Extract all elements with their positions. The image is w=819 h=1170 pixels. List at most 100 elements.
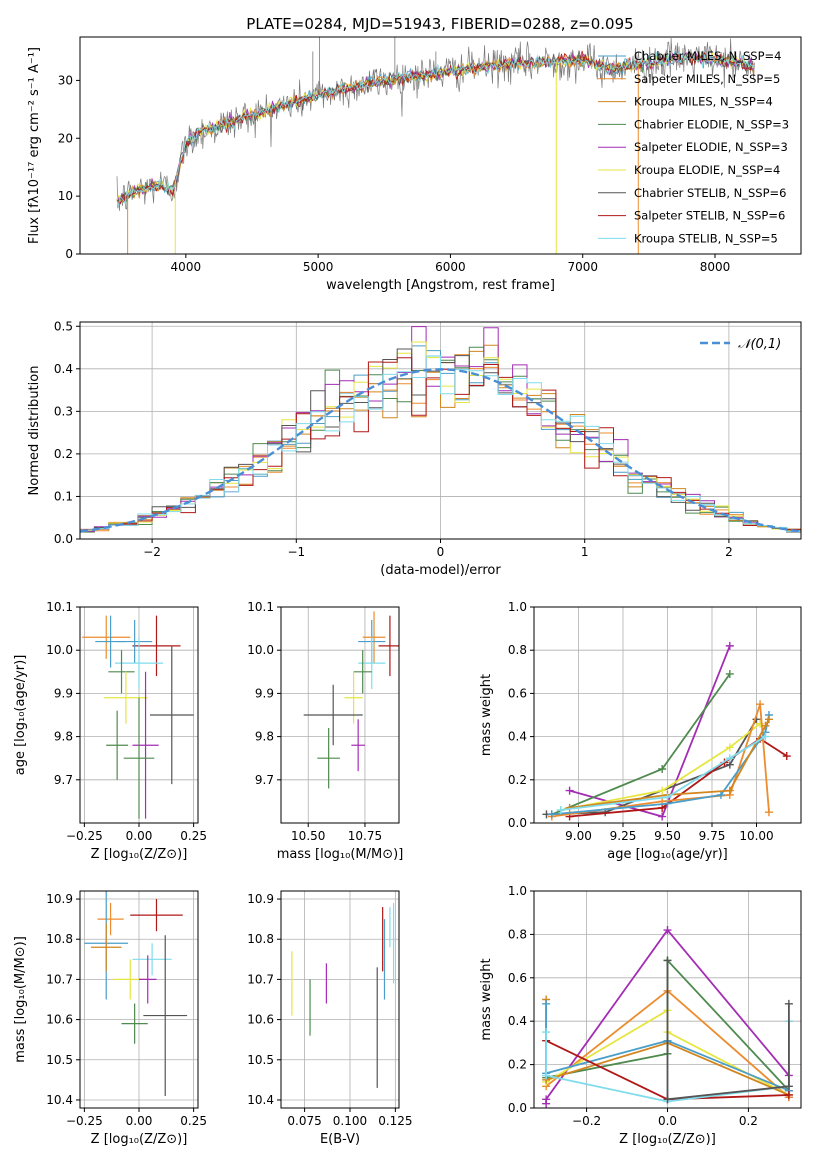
spectrum-panel: 4000 5000 6000 7000 8000 0 10 20 30 wavelength [A… xyxy=(27,36,802,293)
weight-marker xyxy=(542,1071,551,1080)
weight-marker xyxy=(663,956,672,965)
weight-marker xyxy=(761,721,770,730)
y-tick-label: 0.1 xyxy=(54,489,73,503)
x-tick-label: −0.25 xyxy=(66,829,103,843)
weight-marker xyxy=(663,793,672,802)
x-tick-label: 8000 xyxy=(700,260,731,274)
weight-marker xyxy=(658,765,667,773)
y-tick-label: 0.4 xyxy=(54,362,73,376)
x-axis-label: wavelength [Angstrom, rest frame] xyxy=(326,278,555,293)
y-tick-label: 10.0 xyxy=(46,643,73,657)
plot-area xyxy=(542,641,791,821)
plot-area xyxy=(84,891,188,1096)
spectrum-legend: Chabrier MILES, N_SSP=4 Salpeter MILES, N… xyxy=(598,49,789,245)
x-axis-label: Z [log₁₀(Z/Z⊙)] xyxy=(619,1132,716,1147)
y-tick-label: 10.4 xyxy=(247,1093,274,1107)
axes-frame xyxy=(280,606,400,824)
weight-marker xyxy=(725,743,734,752)
grid xyxy=(80,891,198,1108)
legend-label: Salpeter MILES, N_SSP=5 xyxy=(634,72,780,86)
x-tick-label: 5000 xyxy=(303,260,334,274)
y-tick-label: 10.1 xyxy=(247,600,274,614)
x-tick-label: 9.25 xyxy=(610,829,637,843)
x-tick-label: 4000 xyxy=(171,260,202,274)
x-tick-label: 0.00 xyxy=(126,1114,153,1128)
x-tick-label: 0.25 xyxy=(180,1114,207,1128)
x-tick-label: 9.75 xyxy=(699,829,726,843)
weight-marker xyxy=(756,700,765,709)
y-tick-label: 0.8 xyxy=(508,643,527,657)
y-tick-label: 0 xyxy=(65,247,73,261)
y-axis-label: Normed distribution xyxy=(27,366,42,496)
y-tick-label: 10 xyxy=(58,189,73,203)
weight-marker xyxy=(565,786,574,795)
x-tick-label: 0 xyxy=(437,545,445,559)
mass-vs-ebv-panel: 0.075 0.100 0.125 10.4 10.5 10.6 10.7 10.8 10.9 E… xyxy=(247,890,413,1147)
x-tick-label: −0.2 xyxy=(572,1114,601,1128)
x-tick-label: 10.00 xyxy=(739,829,773,843)
residual-histogram xyxy=(80,355,801,532)
y-axis-label: age [log₁₀(age/yr)] xyxy=(13,655,28,776)
legend-label: 𝒩(0,1) xyxy=(738,337,781,352)
weight-vs-age-panel: 9.00 9.25 9.50 9.75 10.00 0.0 0.2 0.4 0.6 0.8 1.0 a… xyxy=(479,600,802,862)
residuals-panel: −2 −1 0 1 2 0.0 0.1 0.2 0.3 0.4 0.5 (data-model)/er… xyxy=(27,319,802,578)
x-tick-label: 10.75 xyxy=(348,829,382,843)
y-axis-label: mass [log₁₀(M/M⊙)] xyxy=(13,936,28,1063)
y-tick-label: 0.6 xyxy=(508,686,527,700)
x-tick-label: 0.2 xyxy=(739,1114,758,1128)
weight-marker xyxy=(756,719,765,728)
weight-marker xyxy=(725,786,734,795)
y-tick-label: 10.7 xyxy=(46,972,73,986)
x-tick-label: 0.125 xyxy=(378,1114,412,1128)
y-tick-label: 10.5 xyxy=(46,1053,73,1067)
y-tick-label: 10.7 xyxy=(247,972,274,986)
x-tick-label: 10.50 xyxy=(291,829,325,843)
legend-label: Chabrier ELODIE, N_SSP=3 xyxy=(634,117,789,131)
weight-marker xyxy=(761,732,770,741)
weight-marker xyxy=(784,1082,793,1091)
x-axis-label: (data-model)/error xyxy=(380,563,501,578)
weight-marker xyxy=(658,812,667,821)
y-tick-label: 1.0 xyxy=(508,600,527,614)
weight-marker xyxy=(784,1090,793,1099)
y-tick-label: 0.3 xyxy=(54,404,73,418)
weight-line xyxy=(551,703,770,818)
y-axis-label: mass weight xyxy=(479,958,494,1040)
x-tick-label: 9.00 xyxy=(565,829,592,843)
y-tick-label: 0.0 xyxy=(54,532,73,546)
y-tick-label: 10.8 xyxy=(46,932,73,946)
weight-marker xyxy=(764,715,773,724)
x-tick-label: 0.100 xyxy=(333,1114,367,1128)
y-tick-label: 10.0 xyxy=(247,643,274,657)
y-tick-label: 30 xyxy=(58,73,73,87)
x-axis-label: Z [log₁₀(Z/Z⊙)] xyxy=(91,847,188,862)
plot-area xyxy=(80,326,801,533)
y-tick-label: 10.4 xyxy=(46,1093,73,1107)
weight-marker xyxy=(716,790,725,799)
x-tick-label: 0.25 xyxy=(180,829,207,843)
y-tick-label: 0.2 xyxy=(508,1058,527,1072)
weight-marker xyxy=(542,1028,551,1037)
y-tick-label: 1.0 xyxy=(508,884,527,898)
model-spectrum-line xyxy=(116,54,636,206)
y-tick-label: 0.8 xyxy=(508,927,527,941)
y-tick-label: 10.6 xyxy=(247,1013,274,1027)
weight-marker xyxy=(764,808,773,817)
legend-label: Salpeter ELODIE, N_SSP=3 xyxy=(634,140,788,154)
weight-marker xyxy=(725,669,734,678)
y-tick-label: 9.9 xyxy=(255,686,274,700)
x-tick-label: −0.25 xyxy=(66,1114,103,1128)
x-axis-label: mass [log₁₀(M/M⊙)] xyxy=(277,847,404,862)
mass-vs-metallicity-panel: −0.25 0.00 0.25 10.4 10.5 10.6 10.7 10.8 10.9 Z [… xyxy=(13,890,207,1147)
legend-label: Kroupa MILES, N_SSP=4 xyxy=(634,95,773,109)
legend-label: Chabrier STELIB, N_SSP=6 xyxy=(634,186,786,200)
y-tick-label: 9.9 xyxy=(54,686,73,700)
normal-reference-curve xyxy=(80,368,801,533)
y-tick-label: 9.8 xyxy=(54,730,73,744)
plot-area xyxy=(542,926,793,1108)
x-axis-label: E(B-V) xyxy=(320,1132,360,1147)
model-spectrum-line xyxy=(116,51,754,208)
weight-marker xyxy=(725,754,734,763)
weight-marker xyxy=(556,806,565,815)
